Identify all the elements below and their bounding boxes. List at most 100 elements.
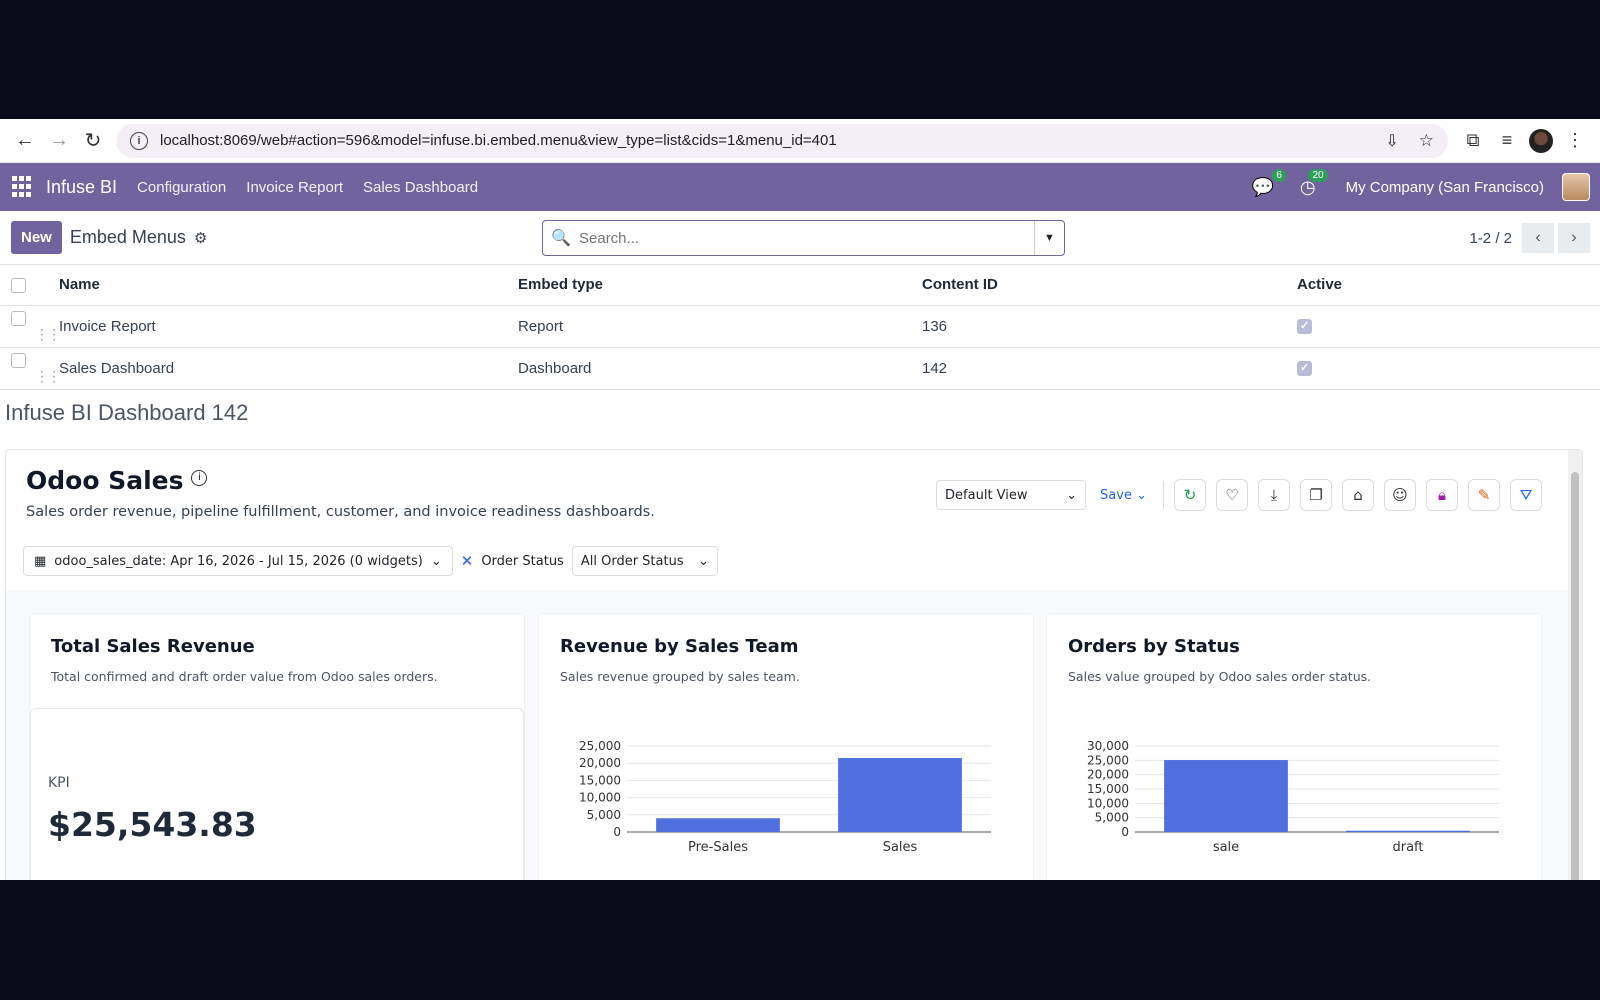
- address-bar[interactable]: i localhost:8069/web#action=596&model=in…: [116, 123, 1448, 158]
- kpi-label: KPI: [48, 775, 70, 791]
- clear-filter-icon[interactable]: ✕: [460, 552, 474, 570]
- row-checkbox[interactable]: [11, 352, 26, 368]
- profile-icon: [1529, 128, 1553, 153]
- refresh-icon[interactable]: ↻: [1174, 479, 1206, 511]
- y-tick-label: 5,000: [587, 808, 621, 822]
- chevron-down-icon: ⌄: [697, 553, 709, 569]
- header-name[interactable]: Name: [59, 265, 518, 306]
- header-embed-type[interactable]: Embed type: [518, 265, 922, 306]
- bar: [1164, 760, 1288, 832]
- order-status-value: All Order Status: [580, 553, 684, 569]
- x-tick-label: Pre-Sales: [688, 840, 748, 855]
- breadcrumb-title: Embed Menus: [69, 227, 186, 247]
- new-button[interactable]: New: [11, 221, 62, 254]
- kpi-card-description: Total confirmed and draft order value fr…: [51, 669, 438, 684]
- duplicate-icon[interactable]: ❐: [1300, 479, 1332, 511]
- date-filter[interactable]: ▦ odoo_sales_date: Apr 16, 2026 - Jul 15…: [23, 546, 453, 576]
- active-checkbox[interactable]: [1297, 319, 1312, 335]
- url-text: localhost:8069/web#action=596&model=infu…: [160, 132, 837, 149]
- company-switcher[interactable]: My Company (San Francisco): [1345, 178, 1544, 196]
- y-tick-label: 10,000: [1087, 796, 1129, 810]
- user-avatar[interactable]: [1562, 173, 1590, 201]
- table-row[interactable]: ⋮⋮ Sales Dashboard Dashboard 142: [0, 347, 1600, 390]
- order-status-select[interactable]: All Order Status ⌄: [571, 546, 718, 576]
- back-icon[interactable]: ←: [15, 129, 35, 151]
- menu-invoice-report[interactable]: Invoice Report: [246, 178, 343, 196]
- select-all-checkbox[interactable]: [11, 277, 26, 293]
- profile-avatar[interactable]: [1524, 124, 1558, 158]
- view-select[interactable]: Default View ⌄: [936, 480, 1087, 510]
- install-icon[interactable]: ⇩: [1385, 132, 1399, 150]
- messages-icon[interactable]: 💬 6: [1251, 168, 1286, 198]
- odoo-navbar: Infuse BI Configuration Invoice Report S…: [0, 163, 1600, 211]
- bookmark-star-icon[interactable]: ☆: [1418, 130, 1434, 150]
- filter-bar: ▦ odoo_sales_date: Apr 16, 2026 - Jul 15…: [23, 546, 718, 576]
- header-content-id[interactable]: Content ID: [922, 265, 1297, 306]
- x-tick-label: draft: [1392, 840, 1423, 855]
- dashboard-toolbar: Default View ⌄ Save ⌄ ↻ ♡ ⤓ ❐ ⌂ ☺ 🔒︎ ✎ ⛛: [936, 479, 1542, 511]
- control-panel: New Embed Menus ⚙ 🔍 ▼ 1-2 / 2 ‹ ›: [0, 211, 1600, 265]
- cell-type: Dashboard: [518, 347, 922, 390]
- favorite-heart-icon[interactable]: ♡: [1216, 479, 1248, 511]
- activities-icon[interactable]: ◷ 20: [1300, 168, 1328, 198]
- site-info-icon[interactable]: i: [130, 131, 148, 150]
- filter-icon[interactable]: ⛛: [1510, 479, 1542, 511]
- search-input[interactable]: [579, 223, 1034, 253]
- y-tick-label: 20,000: [579, 756, 621, 770]
- table-row[interactable]: ⋮⋮ Invoice Report Report 136: [0, 305, 1600, 348]
- pager-previous-icon[interactable]: ‹: [1522, 223, 1554, 253]
- menu-configuration[interactable]: Configuration: [137, 178, 227, 196]
- search-icon: 🔍: [551, 230, 571, 247]
- browser-toolbar: ← → ↻ i localhost:8069/web#action=596&mo…: [0, 119, 1600, 163]
- pager-value[interactable]: 1-2 / 2: [1469, 229, 1512, 247]
- home-icon[interactable]: ⌂: [1342, 479, 1374, 511]
- revenue-by-team-chart: 0 5,000 10,000 15,000 20,000 25,000 Pre-Sales S…: [579, 739, 991, 855]
- y-tick-label: 25,000: [1087, 753, 1129, 767]
- bar: [1346, 830, 1470, 832]
- bar: [838, 758, 962, 832]
- drag-handle-icon[interactable]: ⋮⋮: [35, 368, 61, 384]
- app-brand[interactable]: Infuse BI: [46, 176, 118, 197]
- x-tick-label: Sales: [883, 840, 918, 855]
- info-icon[interactable]: i: [191, 469, 208, 486]
- pager: 1-2 / 2 ‹ ›: [1469, 223, 1590, 253]
- forward-icon[interactable]: →: [49, 129, 69, 151]
- bar: [656, 818, 780, 832]
- y-tick-label: 20,000: [1087, 768, 1129, 782]
- order-status-label: Order Status: [481, 553, 564, 569]
- media-icon[interactable]: ≡: [1501, 130, 1513, 150]
- messages-count: 6: [1272, 168, 1286, 182]
- orders-by-status-card: Orders by Status Sales value grouped by …: [1047, 614, 1541, 880]
- view-select-value: Default View: [945, 487, 1028, 503]
- extensions-icon[interactable]: ⧉: [1466, 130, 1480, 150]
- lock-icon[interactable]: 🔒︎: [1426, 479, 1458, 511]
- scrollbar-thumb[interactable]: [1571, 472, 1579, 880]
- save-button[interactable]: Save ⌄: [1100, 487, 1147, 503]
- dashboard-scrollbar[interactable]: [1568, 450, 1582, 880]
- more-menu-icon[interactable]: ⋮: [1566, 130, 1584, 150]
- status-card-description: Sales value grouped by Odoo sales order …: [1068, 669, 1372, 684]
- row-checkbox[interactable]: [11, 310, 26, 326]
- menu-sales-dashboard[interactable]: Sales Dashboard: [363, 178, 479, 196]
- dashboard-subtitle: Sales order revenue, pipeline fulfillmen…: [26, 504, 655, 520]
- robot-icon[interactable]: ☺: [1384, 479, 1416, 511]
- gear-icon[interactable]: ⚙: [193, 229, 208, 247]
- pager-next-icon[interactable]: ›: [1558, 223, 1590, 253]
- edit-icon[interactable]: ✎: [1468, 479, 1500, 511]
- y-tick-label: 0: [613, 825, 621, 839]
- x-tick-label: sale: [1213, 840, 1239, 855]
- dashboard-heading: Infuse BI Dashboard 142: [5, 399, 249, 425]
- cell-content-id: 142: [922, 347, 1297, 390]
- app-grid-icon[interactable]: [12, 176, 34, 198]
- header-active[interactable]: Active: [1297, 265, 1600, 306]
- download-icon[interactable]: ⤓: [1258, 479, 1290, 511]
- calendar-icon: ▦: [34, 553, 47, 569]
- cell-name: Sales Dashboard: [59, 347, 518, 390]
- embedded-dashboard: Odoo Sales i Sales order revenue, pipelin…: [5, 449, 1583, 880]
- reload-icon[interactable]: ↻: [84, 130, 102, 152]
- date-filter-value: odoo_sales_date: Apr 16, 2026 - Jul 15, …: [54, 553, 423, 569]
- drag-handle-icon[interactable]: ⋮⋮: [35, 326, 61, 342]
- search-options-toggle[interactable]: ▼: [1034, 221, 1064, 255]
- y-tick-label: 15,000: [579, 773, 621, 787]
- active-checkbox[interactable]: [1297, 361, 1312, 377]
